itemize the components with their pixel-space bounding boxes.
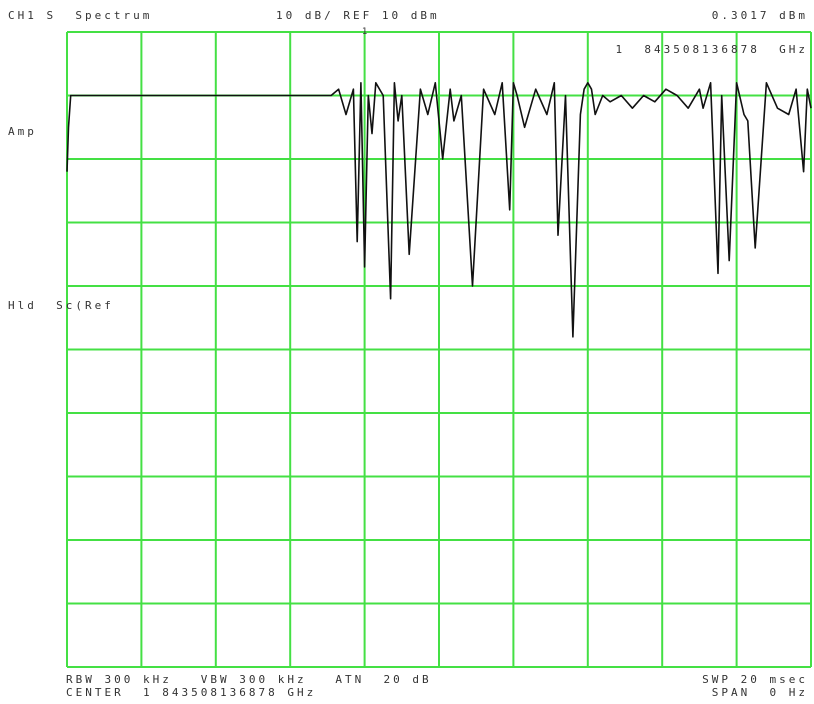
marker-freq-label: 1 843508136878 GHz: [615, 43, 808, 56]
trace: [66, 82, 812, 338]
footer-center: CENTER 1 843508136878 GHz: [66, 686, 317, 699]
marker: 1: [362, 27, 367, 37]
footer-span: SPAN 0 Hz: [711, 686, 808, 699]
spectrum-trace-line: [66, 82, 812, 338]
scale-ref-label: 10 dB/ REF 10 dBm: [276, 9, 440, 22]
channel-label: CH1 S Spectrum: [8, 9, 153, 22]
footer-bandwidth: RBW 300 kHz VBW 300 kHz ATN 20 dB: [66, 673, 432, 686]
marker-label: 1: [362, 27, 367, 37]
grid: [66, 31, 812, 668]
marker-value-label: 0.3017 dBm: [711, 9, 808, 22]
amp-label: Amp: [8, 125, 37, 138]
footer-sweep: SWP 20 msec: [702, 673, 808, 686]
hold-label: Hld Sc(Ref: [8, 299, 114, 312]
